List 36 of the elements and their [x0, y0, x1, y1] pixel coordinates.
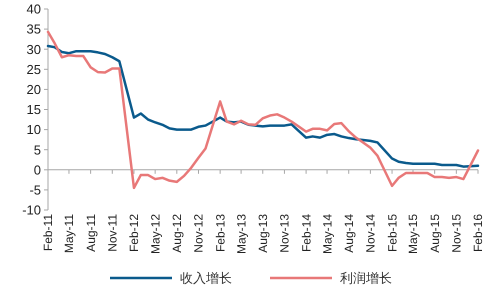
x-tick-label: Feb-15 — [385, 214, 400, 252]
x-tick-label: Aug-11 — [84, 214, 98, 252]
y-tick-label: 35 — [26, 22, 41, 37]
y-tick-label: 15 — [26, 102, 41, 118]
x-tick-label: Feb-12 — [127, 214, 142, 252]
x-tick-label: Aug-13 — [256, 214, 270, 253]
y-tick-label: 25 — [26, 62, 41, 77]
x-tick-label: Feb-16 — [471, 214, 486, 252]
x-tick-label: May-11 — [62, 214, 76, 254]
y-tick-label: -5 — [29, 182, 41, 198]
y-tick-label: 30 — [26, 42, 41, 57]
x-tick-label: Feb-13 — [213, 214, 228, 252]
y-tick-label: 0 — [34, 162, 41, 178]
line-series — [46, 44, 480, 168]
x-tick-label: Aug-12 — [170, 214, 184, 253]
line-series — [46, 30, 480, 190]
x-tick-label: Nov-15 — [450, 214, 464, 253]
x-tick-label: Nov-11 — [105, 214, 120, 252]
legend-label: 收入增长 — [180, 270, 232, 286]
y-tick-label: -10 — [22, 202, 41, 218]
y-tick-label: 5 — [34, 142, 41, 158]
x-tick-label: May-14 — [320, 214, 334, 254]
x-tick-label: May-12 — [148, 214, 162, 254]
y-tick-label: 10 — [26, 122, 41, 138]
x-tick-label: Aug-14 — [342, 214, 356, 253]
x-tick-label: May-13 — [234, 214, 248, 254]
x-tick-label: Nov-13 — [278, 214, 292, 253]
x-tick-label: Nov-12 — [192, 214, 206, 253]
x-tick-label: Feb-14 — [299, 214, 314, 252]
y-tick-label: 40 — [26, 2, 41, 17]
x-tick-label: Nov-14 — [364, 214, 378, 253]
x-tick-label: Feb-11 — [41, 214, 56, 252]
legend-label: 利润增长 — [340, 270, 392, 286]
x-tick-label: Aug-15 — [428, 214, 442, 253]
y-tick-label: 20 — [26, 82, 41, 97]
x-tick-label: May-15 — [406, 214, 420, 254]
